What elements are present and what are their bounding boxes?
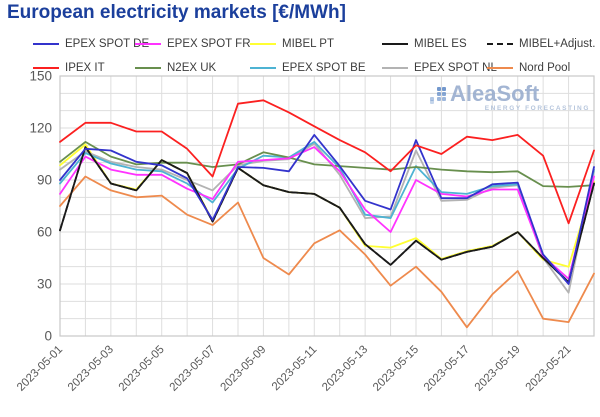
plot-frame [59, 75, 595, 337]
legend-item-mibel-pt: MIBEL PT [250, 37, 334, 51]
legend-line-swatch [487, 67, 513, 69]
y-axis-tick-label: 0 [44, 329, 52, 344]
chart-legend: EPEX SPOT DE EPEX SPOT FR MIBEL PT MIBEL ES… [0, 0, 600, 80]
legend-label: N2EX UK [167, 62, 217, 74]
legend-line-swatch [382, 67, 408, 69]
series-line-epex-spot-be [59, 140, 595, 284]
legend-item-ipex-it: IPEX IT [33, 61, 105, 75]
x-axis-tick-label: 2023-05-17 [422, 344, 472, 394]
legend-label: EPEX SPOT BE [282, 62, 366, 74]
series-line-nord-pool [59, 175, 595, 329]
x-axis-tick-label: 2023-05-13 [320, 344, 370, 394]
legend-item-epex-spot-de: EPEX SPOT DE [33, 37, 149, 51]
x-axis-tick-label: 2023-05-15 [371, 344, 421, 394]
y-axis-tick-label: 120 [29, 121, 52, 136]
legend-line-swatch [33, 43, 59, 45]
x-axis-tick-label: 2023-05-19 [473, 344, 523, 394]
legend-label: EPEX SPOT FR [167, 38, 251, 50]
legend-line-swatch [33, 67, 59, 69]
legend-label: EPEX SPOT NL [414, 62, 497, 74]
y-axis-tick-label: 30 [37, 277, 52, 292]
legend-label: Nord Pool [519, 62, 571, 74]
legend-line-swatch [135, 67, 161, 69]
legend-item-epex-spot-fr: EPEX SPOT FR [135, 37, 251, 51]
legend-line-swatch [135, 43, 161, 45]
x-axis-tick-label: 2023-05-07 [168, 344, 218, 394]
y-axis-tick-label: 90 [37, 173, 52, 188]
legend-item-nord-pool: Nord Pool [487, 61, 570, 75]
legend-line-swatch [250, 43, 276, 45]
series-line-ipex-it [59, 99, 595, 225]
legend-item-mibel-es: MIBEL ES [382, 37, 467, 51]
legend-label: MIBEL ES [414, 38, 467, 50]
legend-label: MIBEL+Adjust. [519, 38, 596, 50]
x-axis-tick-label: 2023-05-09 [218, 344, 268, 394]
series-line-mibel-es [59, 146, 595, 284]
legend-item-epex-spot-nl: EPEX SPOT NL [382, 61, 497, 75]
legend-label: EPEX SPOT DE [65, 38, 150, 50]
legend-line-swatch [382, 43, 408, 45]
legend-item-mibel-adjust: MIBEL+Adjust. [487, 37, 595, 51]
legend-item-n2ex-uk: N2EX UK [135, 61, 216, 75]
y-axis-tick-label: 60 [37, 225, 52, 240]
legend-label: MIBEL PT [282, 38, 334, 50]
legend-item-epex-spot-be: EPEX SPOT BE [250, 61, 366, 75]
chart-title: European electricity markets [€/MWh] [7, 2, 346, 23]
x-axis-tick-label: 2023-05-05 [117, 344, 167, 394]
x-axis-tick-label: 2023-05-21 [524, 344, 574, 394]
series-line-epex-spot-de [59, 133, 595, 285]
y-axis-tick-label: 150 [29, 69, 52, 84]
x-axis-tick-label: 2023-05-01 [15, 344, 65, 394]
legend-label: IPEX IT [65, 62, 105, 74]
legend-line-swatch [250, 67, 276, 69]
x-axis-tick-label: 2023-05-11 [270, 344, 319, 393]
legend-line-swatch [487, 43, 513, 45]
x-axis-tick-label: 2023-05-03 [66, 344, 116, 394]
